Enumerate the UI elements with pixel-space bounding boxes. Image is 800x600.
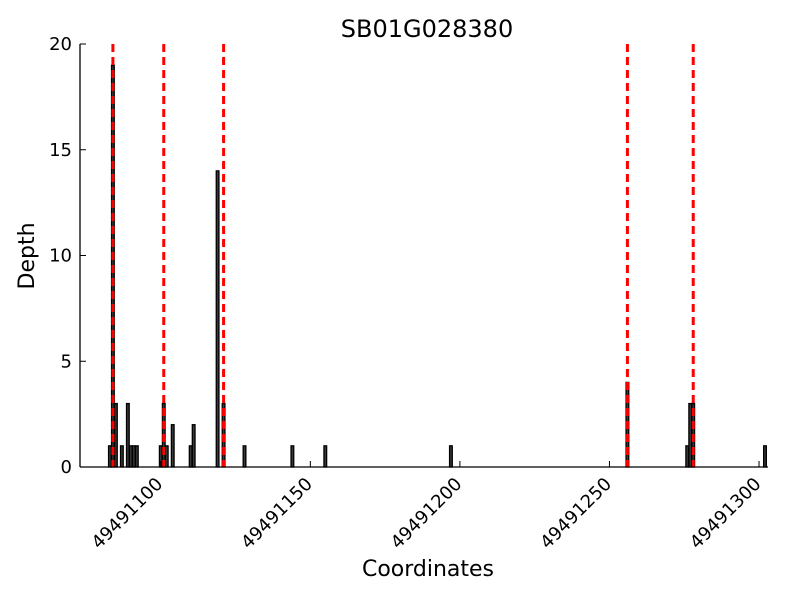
x-tick-label: 49491300 (686, 474, 766, 554)
x-tick-label: 49491250 (536, 474, 616, 554)
chart-title: SB01G028380 (341, 15, 513, 43)
depth-bar (125, 402, 130, 468)
depth-bar (448, 445, 453, 468)
depth-bar (119, 445, 124, 468)
reference-lines-group (111, 44, 695, 467)
depth-bar (113, 402, 118, 468)
depth-bar (323, 445, 328, 468)
y-tick-label: 15 (49, 140, 72, 161)
depth-bar (134, 445, 139, 468)
y-tick-label: 0 (61, 457, 72, 478)
y-axis-label: Depth (15, 222, 40, 289)
depth-bar (131, 445, 136, 468)
depth-bar (242, 445, 247, 468)
depth-bar (290, 445, 295, 468)
depth-bar (188, 445, 193, 468)
depth-bar (215, 170, 220, 468)
y-ticks-group: 0 5 10 15 20 (49, 34, 86, 478)
x-tick-label: 49491200 (387, 474, 467, 554)
x-tick-label: 49491100 (88, 474, 168, 554)
depth-bar (170, 424, 175, 468)
depth-bar (191, 424, 196, 468)
x-ticks-group: 49491100 49491150 49491200 49491250 49491300 (88, 461, 766, 553)
x-axis-label: Coordinates (362, 557, 494, 582)
depth-bar (128, 445, 133, 468)
depth-bar (685, 445, 690, 468)
x-tick-label: 49491150 (237, 474, 317, 554)
bars-group (107, 64, 768, 468)
y-tick-label: 10 (49, 246, 72, 267)
y-tick-label: 20 (49, 34, 72, 55)
depth-bar (107, 445, 112, 468)
depth-bar (164, 445, 169, 468)
depth-bar (688, 402, 693, 468)
y-tick-label: 5 (61, 351, 72, 372)
depth-bar (763, 445, 768, 468)
